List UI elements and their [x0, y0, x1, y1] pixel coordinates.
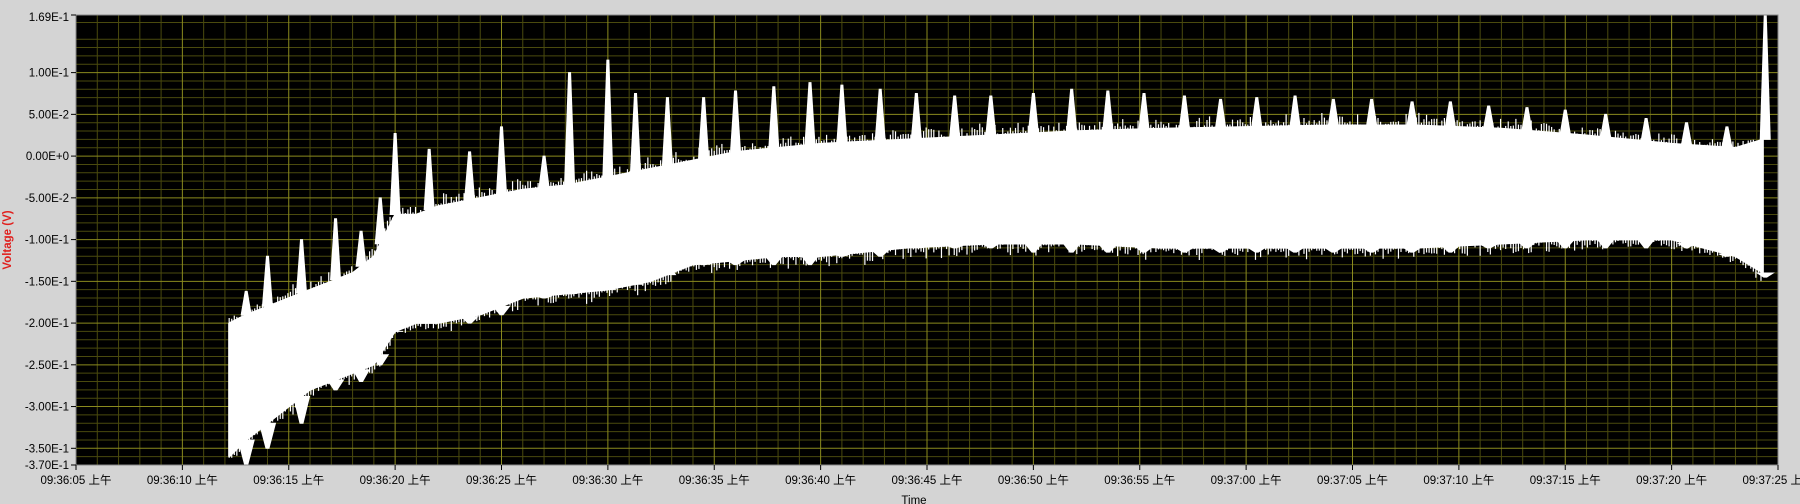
signal-peak-upper	[1721, 126, 1733, 148]
x-tick-label: 09:36:40 上午	[785, 474, 856, 487]
signal-peak-lower	[292, 396, 311, 424]
x-tick-label: 09:36:35 上午	[679, 474, 750, 487]
x-tick-label: 09:36:45 上午	[892, 474, 963, 487]
x-tick-label: 09:37:05 上午	[1317, 474, 1388, 487]
signal-peak-upper	[836, 84, 848, 144]
x-tick-label: 09:36:20 上午	[360, 474, 431, 487]
y-tick-label: -3.00E-1	[25, 402, 69, 414]
x-axis-title: Time	[901, 495, 926, 504]
x-tick-label: 09:36:25 上午	[466, 474, 537, 487]
x-tick-label: 09:37:20 上午	[1636, 474, 1707, 487]
x-tick-label: 09:37:10 上午	[1423, 474, 1494, 487]
signal-peak-upper	[1640, 118, 1652, 142]
y-tick-label: -1.50E-1	[25, 276, 69, 288]
signal-peak-upper	[330, 218, 342, 281]
x-tick-label: 09:36:10 上午	[147, 474, 218, 487]
y-tick-label: -3.50E-1	[25, 443, 69, 455]
y-tick-label: -2.00E-1	[25, 318, 69, 330]
signal-peak-upper	[661, 97, 673, 166]
y-tick-label: -3.70E-1	[25, 460, 69, 472]
x-tick-label: 09:36:50 上午	[998, 474, 1069, 487]
x-tick-label: 09:36:15 上午	[253, 474, 324, 487]
signal-peak-upper	[1027, 92, 1039, 134]
signal-peak-upper	[1680, 122, 1693, 146]
signal-peak-upper	[698, 97, 710, 159]
signal-peak-upper	[355, 230, 367, 267]
x-tick-label: 09:37:15 上午	[1530, 474, 1601, 487]
signal-peak-upper	[874, 88, 886, 142]
x-tick-label: 09:36:05 上午	[41, 474, 112, 487]
y-axis: 1.69E-1 1.00E-1 5.00E-2 0.00E+0 -5.00E-2 -1.0…	[25, 12, 76, 472]
x-tick-label: 09:37:00 上午	[1211, 474, 1282, 487]
signal-peak-upper	[261, 255, 274, 307]
signal-peak-upper	[240, 290, 252, 316]
x-tick-label: 09:36:55 上午	[1104, 474, 1175, 487]
y-tick-label: -2.50E-1	[25, 360, 69, 372]
x-tick-label: 09:37:25 上午	[1743, 474, 1800, 487]
y-axis-title: Voltage (V)	[2, 210, 14, 269]
x-tick-label: 09:36:30 上午	[572, 474, 643, 487]
signal-peak-upper	[389, 133, 401, 216]
y-tick-label: 5.00E-2	[29, 109, 69, 121]
y-tick-label: -5.00E-2	[25, 193, 69, 205]
signal-peak-upper	[495, 126, 508, 195]
y-tick-label: 1.00E-1	[29, 68, 69, 80]
y-tick-label: 0.00E+0	[26, 151, 69, 163]
voltage-trace	[228, 14, 1775, 466]
x-axis: 09:36:05 上午 09:36:10 上午 09:36:15 上午 09:36:2…	[41, 465, 1800, 487]
y-tick-label: 1.69E-1	[29, 12, 69, 24]
y-tick-label: -1.00E-1	[25, 235, 69, 247]
